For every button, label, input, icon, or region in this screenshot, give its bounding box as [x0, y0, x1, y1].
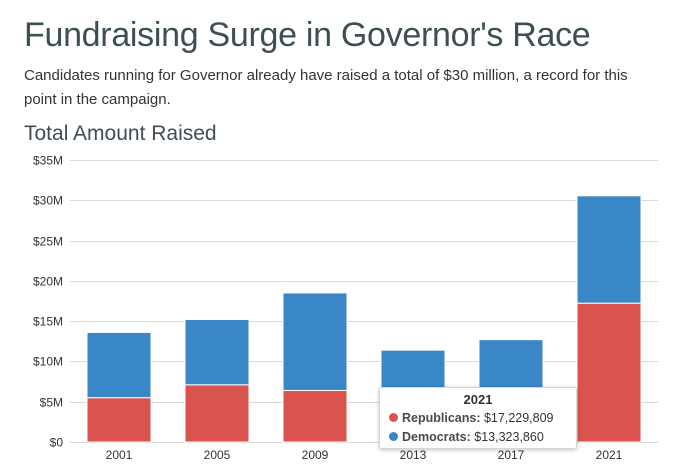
- y-tick-label: $35M: [33, 154, 63, 168]
- x-tick-label: 2013: [400, 448, 427, 462]
- bar-democrats-2009[interactable]: [282, 292, 348, 391]
- y-tick-label: $10M: [33, 355, 63, 369]
- bar-republicans-2021[interactable]: [576, 302, 642, 443]
- gridlines: $0 $5M $10M $15M $20M $25M $30M $35M: [33, 154, 658, 450]
- x-tick-label: 2017: [498, 448, 525, 462]
- x-tick-label: 2001: [106, 448, 133, 462]
- bar-republicans-2009[interactable]: [282, 389, 348, 443]
- y-tick-label: $15M: [33, 315, 63, 329]
- y-tick-label: $20M: [33, 275, 63, 289]
- y-tick-label: $30M: [33, 194, 63, 208]
- x-tick-label: 2009: [302, 448, 329, 462]
- tooltip-value: $17,229,809: [483, 411, 554, 425]
- y-tick-label: $5M: [40, 396, 63, 410]
- bar-democrats-2005[interactable]: [184, 319, 250, 386]
- y-tick-label: $0: [50, 436, 64, 450]
- chart-tooltip: 2021 Republicans: $17,229,809 Democrats:…: [379, 387, 577, 449]
- tooltip-year: 2021: [463, 392, 493, 407]
- tooltip-row-democrats: Democrats: $13,323,860: [389, 430, 544, 444]
- page-headline: Fundraising Surge in Governor's Race: [24, 16, 591, 54]
- democrats-legend-dot: [389, 432, 398, 441]
- tooltip-row-republicans: Republicans: $17,229,809: [389, 411, 554, 425]
- x-tick-label: 2021: [596, 448, 623, 462]
- bar-democrats-2001[interactable]: [86, 331, 152, 399]
- republicans-legend-dot: [389, 413, 398, 422]
- bar-republicans-2001[interactable]: [86, 397, 152, 443]
- bar-republicans-2005[interactable]: [184, 384, 250, 443]
- chart-title: Total Amount Raised: [24, 122, 217, 145]
- tooltip-value: $13,323,860: [474, 430, 544, 444]
- y-tick-label: $25M: [33, 235, 63, 249]
- tooltip-label: Democrats:: [402, 430, 471, 444]
- page-subtitle: Candidates running for Governor already …: [24, 67, 628, 108]
- x-axis-labels: 2001 2005 2009 2013 2017 2021: [106, 448, 623, 462]
- tooltip-label: Republicans:: [402, 411, 481, 425]
- x-tick-label: 2005: [204, 448, 231, 462]
- bar-democrats-2021[interactable]: [576, 195, 642, 304]
